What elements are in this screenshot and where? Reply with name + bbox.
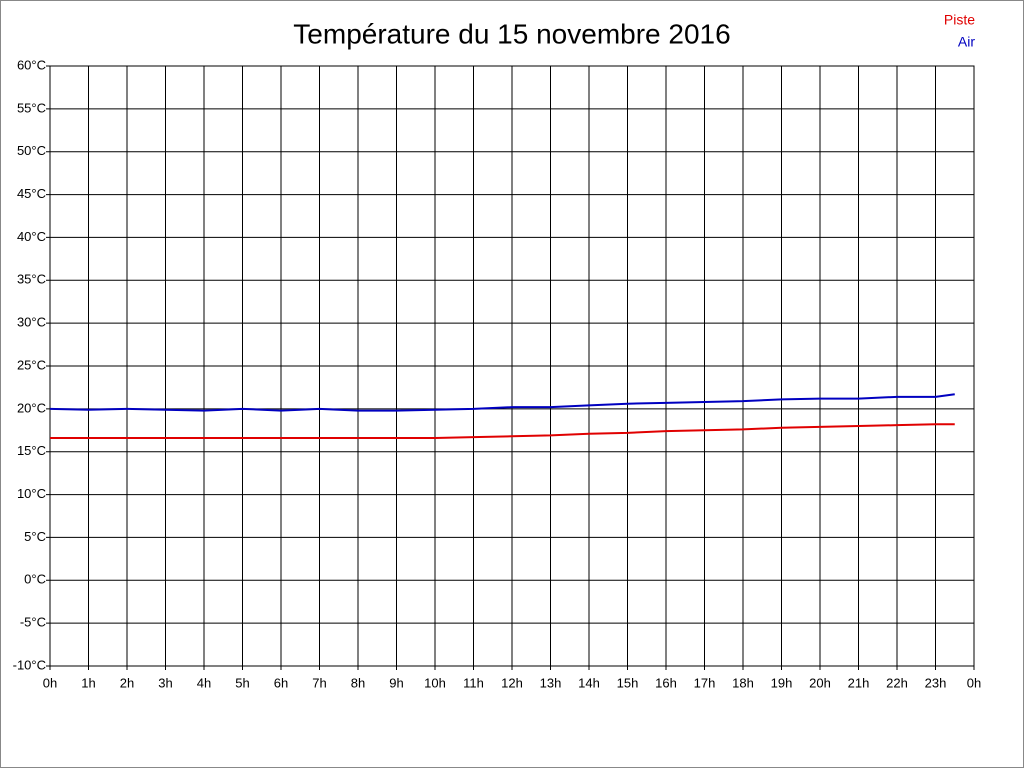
y-tick-label: 15°C: [17, 443, 46, 458]
x-tick-label: 20h: [809, 675, 831, 690]
line-series: [50, 423, 955, 439]
x-tick-label: 10h: [424, 675, 446, 690]
y-tick-label: 60°C: [17, 57, 46, 72]
x-tick-label: 7h: [312, 675, 326, 690]
y-tick-label: 30°C: [17, 315, 46, 330]
x-tick-label: 4h: [197, 675, 211, 690]
y-tick-label: 25°C: [17, 357, 46, 372]
x-tick-label: 15h: [617, 675, 639, 690]
legend-label: Air: [958, 34, 975, 50]
x-tick-label: 1h: [81, 675, 95, 690]
x-tick-label: 0h: [967, 675, 981, 690]
x-tick-label: 2h: [120, 675, 134, 690]
x-tick-label: 13h: [540, 675, 562, 690]
x-tick-label: 17h: [694, 675, 716, 690]
y-tick-label: 50°C: [17, 143, 46, 158]
x-tick-label: 9h: [389, 675, 403, 690]
chart-title: Température du 15 novembre 2016: [293, 18, 730, 49]
y-tick-label: 20°C: [17, 400, 46, 415]
x-tick-label: 12h: [501, 675, 523, 690]
line-series: [49, 393, 955, 412]
x-tick-label: 18h: [732, 675, 754, 690]
x-tick-label: 6h: [274, 675, 288, 690]
y-tick-label: 5°C: [24, 529, 46, 544]
x-tick-label: 14h: [578, 675, 600, 690]
y-tick-label: -10°C: [13, 657, 46, 672]
x-tick-label: 8h: [351, 675, 365, 690]
y-tick-label: 45°C: [17, 186, 46, 201]
y-tick-label: 40°C: [17, 229, 46, 244]
x-tick-label: 5h: [235, 675, 249, 690]
y-tick-label: 35°C: [17, 272, 46, 287]
x-tick-label: 16h: [655, 675, 677, 690]
x-tick-label: 11h: [463, 675, 484, 690]
x-tick-label: 23h: [925, 675, 947, 690]
x-tick-label: 22h: [886, 675, 908, 690]
legend-label: Piste: [944, 12, 975, 28]
y-tick-label: 0°C: [24, 572, 46, 587]
x-tick-label: 19h: [771, 675, 793, 690]
y-tick-label: -5°C: [20, 615, 46, 630]
y-tick-label: 10°C: [17, 486, 46, 501]
y-tick-label: 55°C: [17, 100, 46, 115]
x-tick-label: 0h: [43, 675, 57, 690]
x-tick-label: 21h: [848, 675, 870, 690]
x-tick-label: 3h: [158, 675, 172, 690]
